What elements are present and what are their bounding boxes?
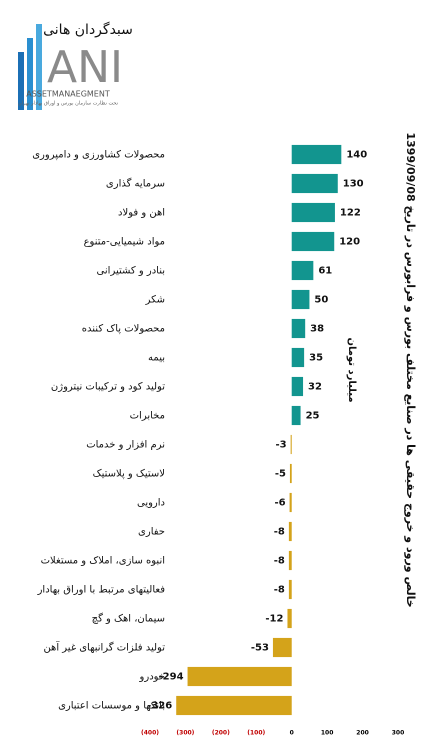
bar (287, 608, 292, 629)
y-tick-label: لاستیک و پلاستیک (93, 469, 165, 480)
value-label: 122 (340, 208, 361, 219)
bar (291, 376, 304, 397)
x-tick-label: (400) (141, 730, 159, 737)
value-label: 61 (318, 266, 332, 277)
logo-bar (18, 52, 24, 110)
y-tick-label: تولید کود و ترکیبات نیتروژن (51, 382, 165, 393)
value-label: 35 (309, 353, 323, 364)
value-label: -5 (275, 469, 286, 480)
bar (291, 144, 342, 165)
y-tick-label: شکر (145, 295, 165, 306)
logo-brand: سبدگردان هانی (43, 21, 133, 38)
value-label: -8 (274, 556, 285, 567)
value-label: 50 (314, 295, 328, 306)
y-tick-label: خودرو (139, 672, 165, 683)
y-tick-label: اهن و فولاد (118, 208, 165, 219)
y-tick-label: بانکها و موسسات اعتباری (58, 701, 165, 712)
bar (291, 347, 305, 368)
bar (291, 202, 335, 223)
bar (291, 231, 335, 252)
logo-mark: ANI (47, 42, 123, 93)
value-label: -12 (265, 614, 283, 625)
bar (290, 434, 292, 455)
bar (291, 318, 306, 339)
value-label: 32 (308, 382, 322, 393)
x-tick-label: 300 (392, 730, 405, 737)
logo-bar (27, 38, 33, 110)
bar (272, 637, 292, 658)
bar (187, 666, 292, 687)
value-label: 120 (339, 237, 360, 248)
x-tick-label: 200 (356, 730, 369, 737)
chart-title: خالص ورود و خروج حقیقی ها در صنایع مختلف… (403, 132, 417, 607)
value-label: -3 (276, 440, 287, 451)
y-tick-label: بیمه (148, 353, 165, 364)
bar (288, 579, 292, 600)
x-tick-label: (300) (176, 730, 194, 737)
value-label: -8 (274, 585, 285, 596)
y-tick-label: بنادر و کشتیرانی (97, 266, 165, 277)
y-tick-label: حفاری (138, 527, 165, 538)
y-tick-label: محصولات پاک کننده (82, 324, 165, 335)
bar (289, 492, 292, 513)
bar (289, 463, 292, 484)
value-label: -53 (251, 643, 269, 654)
value-label: 38 (310, 324, 324, 335)
bar (291, 173, 338, 194)
y-tick-label: نرم افزار و خدمات (86, 440, 165, 451)
bar (291, 405, 301, 426)
x-tick-label: 100 (321, 730, 334, 737)
value-label: -326 (147, 701, 172, 712)
value-label: 130 (343, 179, 364, 190)
logo-bar (36, 24, 42, 110)
y-tick-label: مواد شیمیایی-متنوع (84, 237, 165, 248)
y-tick-label: مخابرات (130, 411, 165, 422)
value-label: 25 (306, 411, 320, 422)
logo: سبدگردان هانی ANI ASSETMANAEGMENT تحت نظ… (18, 21, 133, 110)
axis-label: میلیارد تومان (346, 337, 357, 402)
bar (176, 695, 292, 716)
y-tick-label: سرمایه گذاری (106, 178, 165, 190)
value-label: -294 (159, 672, 184, 683)
value-label: -8 (274, 527, 285, 538)
bar (288, 550, 292, 571)
x-tick-label: 0 (290, 730, 294, 737)
y-tick-label: تولید فلزات گرانبهای غیر آهن (43, 641, 165, 654)
y-tick-label: دارویی (137, 498, 165, 509)
y-tick-label: سیمان، اهک و گچ (92, 613, 165, 625)
bar (291, 289, 310, 310)
logo-subtitle: ASSETMANAEGMENT (26, 90, 110, 99)
bar (288, 521, 292, 542)
y-tick-label: فعالیتهای مرتبط با اوراق بهادار (37, 585, 166, 596)
value-label: 140 (346, 150, 367, 161)
y-tick-label: محصولات کشاورزی و دامپروری (32, 150, 165, 161)
x-tick-label: (200) (212, 730, 230, 737)
y-tick-label: انبوه سازی، املاک و مستغلات (41, 556, 165, 567)
value-label: -6 (274, 498, 285, 509)
logo-note: تحت نظارت سازمان بورس و اوراق بهادار تهر… (18, 101, 119, 107)
bar (291, 260, 314, 281)
x-tick-label: (100) (247, 730, 265, 737)
